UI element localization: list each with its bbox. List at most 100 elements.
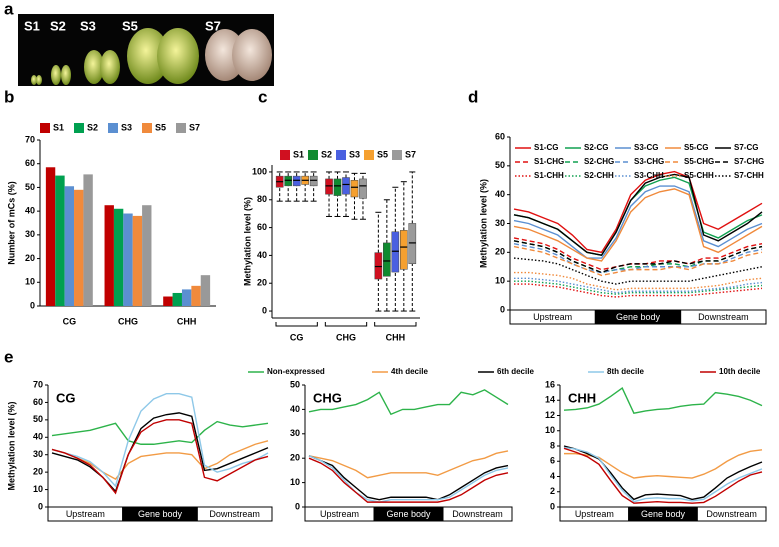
bar [142, 205, 152, 306]
legend-label: S1 [53, 122, 64, 132]
box [309, 175, 318, 187]
y-axis-label: Methylation level (%) [242, 197, 252, 286]
series-line [563, 386, 763, 415]
region-label: Upstream [320, 509, 359, 519]
y-tick-label: 50 [25, 182, 35, 192]
y-tick-label: 0 [550, 501, 555, 511]
y-tick-label: 10 [33, 484, 43, 494]
y-tick-label: 30 [25, 229, 35, 239]
legend-label: S5 [377, 149, 388, 159]
y-tick-label: 30 [33, 449, 43, 459]
bar [104, 205, 114, 306]
y-tick-label: 40 [290, 404, 300, 414]
legend-label: S2-CHH [584, 171, 614, 180]
x-tick-label: CHH [386, 332, 406, 342]
legend-label: 4th decile [391, 367, 428, 376]
region-label: Gene body [138, 509, 183, 519]
y-axis-label: Methylation level (%) [478, 179, 488, 268]
y-tick-label: 10 [290, 477, 300, 487]
series-line [514, 280, 763, 295]
bar [113, 208, 124, 306]
y-tick-label: 70 [33, 379, 43, 389]
legend-swatch [336, 150, 346, 160]
region-box [442, 506, 513, 522]
legend-label: S1 [293, 149, 304, 159]
legend-label: 10th decile [719, 367, 761, 376]
region-label: Upstream [575, 509, 614, 519]
legend-label: S3 [121, 122, 132, 132]
photo-label: S3 [80, 18, 96, 33]
y-tick-label: 60 [25, 158, 35, 168]
region-label: Upstream [533, 312, 572, 322]
legend-label: S7 [189, 122, 200, 132]
box [292, 175, 301, 187]
legend-label: S3-CHG [634, 157, 664, 166]
photo-label: S2 [50, 18, 66, 33]
box [383, 242, 391, 277]
legend-label: S2 [87, 122, 98, 132]
legend-swatch [142, 123, 152, 133]
photo-label: S1 [24, 18, 40, 33]
y-tick-label: 0 [262, 305, 267, 315]
region-box [196, 506, 273, 522]
box [284, 175, 292, 187]
y-tick-label: 20 [495, 247, 505, 257]
y-tick-label: 20 [25, 253, 35, 263]
box [359, 178, 367, 199]
legend-label: S7 [405, 149, 416, 159]
series-line [514, 283, 763, 298]
group-bracket [275, 322, 318, 327]
bar [191, 285, 201, 306]
legend-swatch [392, 150, 402, 160]
series-line [514, 271, 763, 291]
series-line [513, 173, 763, 256]
x-tick-label: CHG [118, 316, 138, 326]
y-tick-label: 10 [545, 425, 555, 435]
region-box [696, 506, 767, 522]
legend-label: S5 [155, 122, 166, 132]
y-tick-label: 6 [550, 456, 555, 466]
y-tick-label: 60 [33, 397, 43, 407]
y-tick-label: 30 [495, 218, 505, 228]
y-axis-label: Methylation level (%) [6, 401, 16, 490]
series-line [308, 455, 509, 503]
series-line [513, 170, 763, 254]
series-line [308, 389, 509, 416]
y-tick-label: 10 [25, 277, 35, 287]
series-line [564, 449, 763, 479]
panel-letter: d [468, 87, 478, 106]
series-line [514, 277, 763, 294]
bar [55, 175, 65, 306]
y-tick-label: 20 [257, 278, 267, 288]
legend-label: S7-CG [734, 143, 758, 152]
series-line [563, 445, 763, 501]
legend-swatch [308, 150, 318, 160]
legend-swatch [108, 123, 118, 133]
y-tick-label: 12 [545, 410, 555, 420]
group-bracket [374, 322, 417, 327]
y-tick-label: 2 [550, 486, 555, 496]
y-tick-label: 20 [33, 467, 43, 477]
y-tick-label: 0 [500, 304, 505, 314]
x-tick-label: CHG [336, 332, 356, 342]
region-label: Gene body [641, 509, 686, 519]
box [408, 223, 417, 265]
legend-label: S5-CG [684, 143, 708, 152]
series-line [51, 440, 269, 481]
bar [172, 292, 182, 306]
y-tick-label: 40 [25, 206, 35, 216]
legend-label: 6th decile [497, 367, 534, 376]
legend-label: S7-CHG [734, 157, 764, 166]
series-line [513, 242, 763, 274]
legend-swatch [176, 123, 186, 133]
region-label: Downstream [698, 312, 749, 322]
series-line [51, 393, 269, 488]
photo-label: S5 [122, 18, 138, 33]
y-tick-label: 0 [295, 501, 300, 511]
box [333, 178, 342, 196]
bar [163, 296, 173, 306]
y-tick-label: 10 [495, 276, 505, 286]
y-tick-label: 8 [550, 440, 555, 450]
region-label: Gene body [616, 312, 661, 322]
y-tick-label: 30 [290, 428, 300, 438]
